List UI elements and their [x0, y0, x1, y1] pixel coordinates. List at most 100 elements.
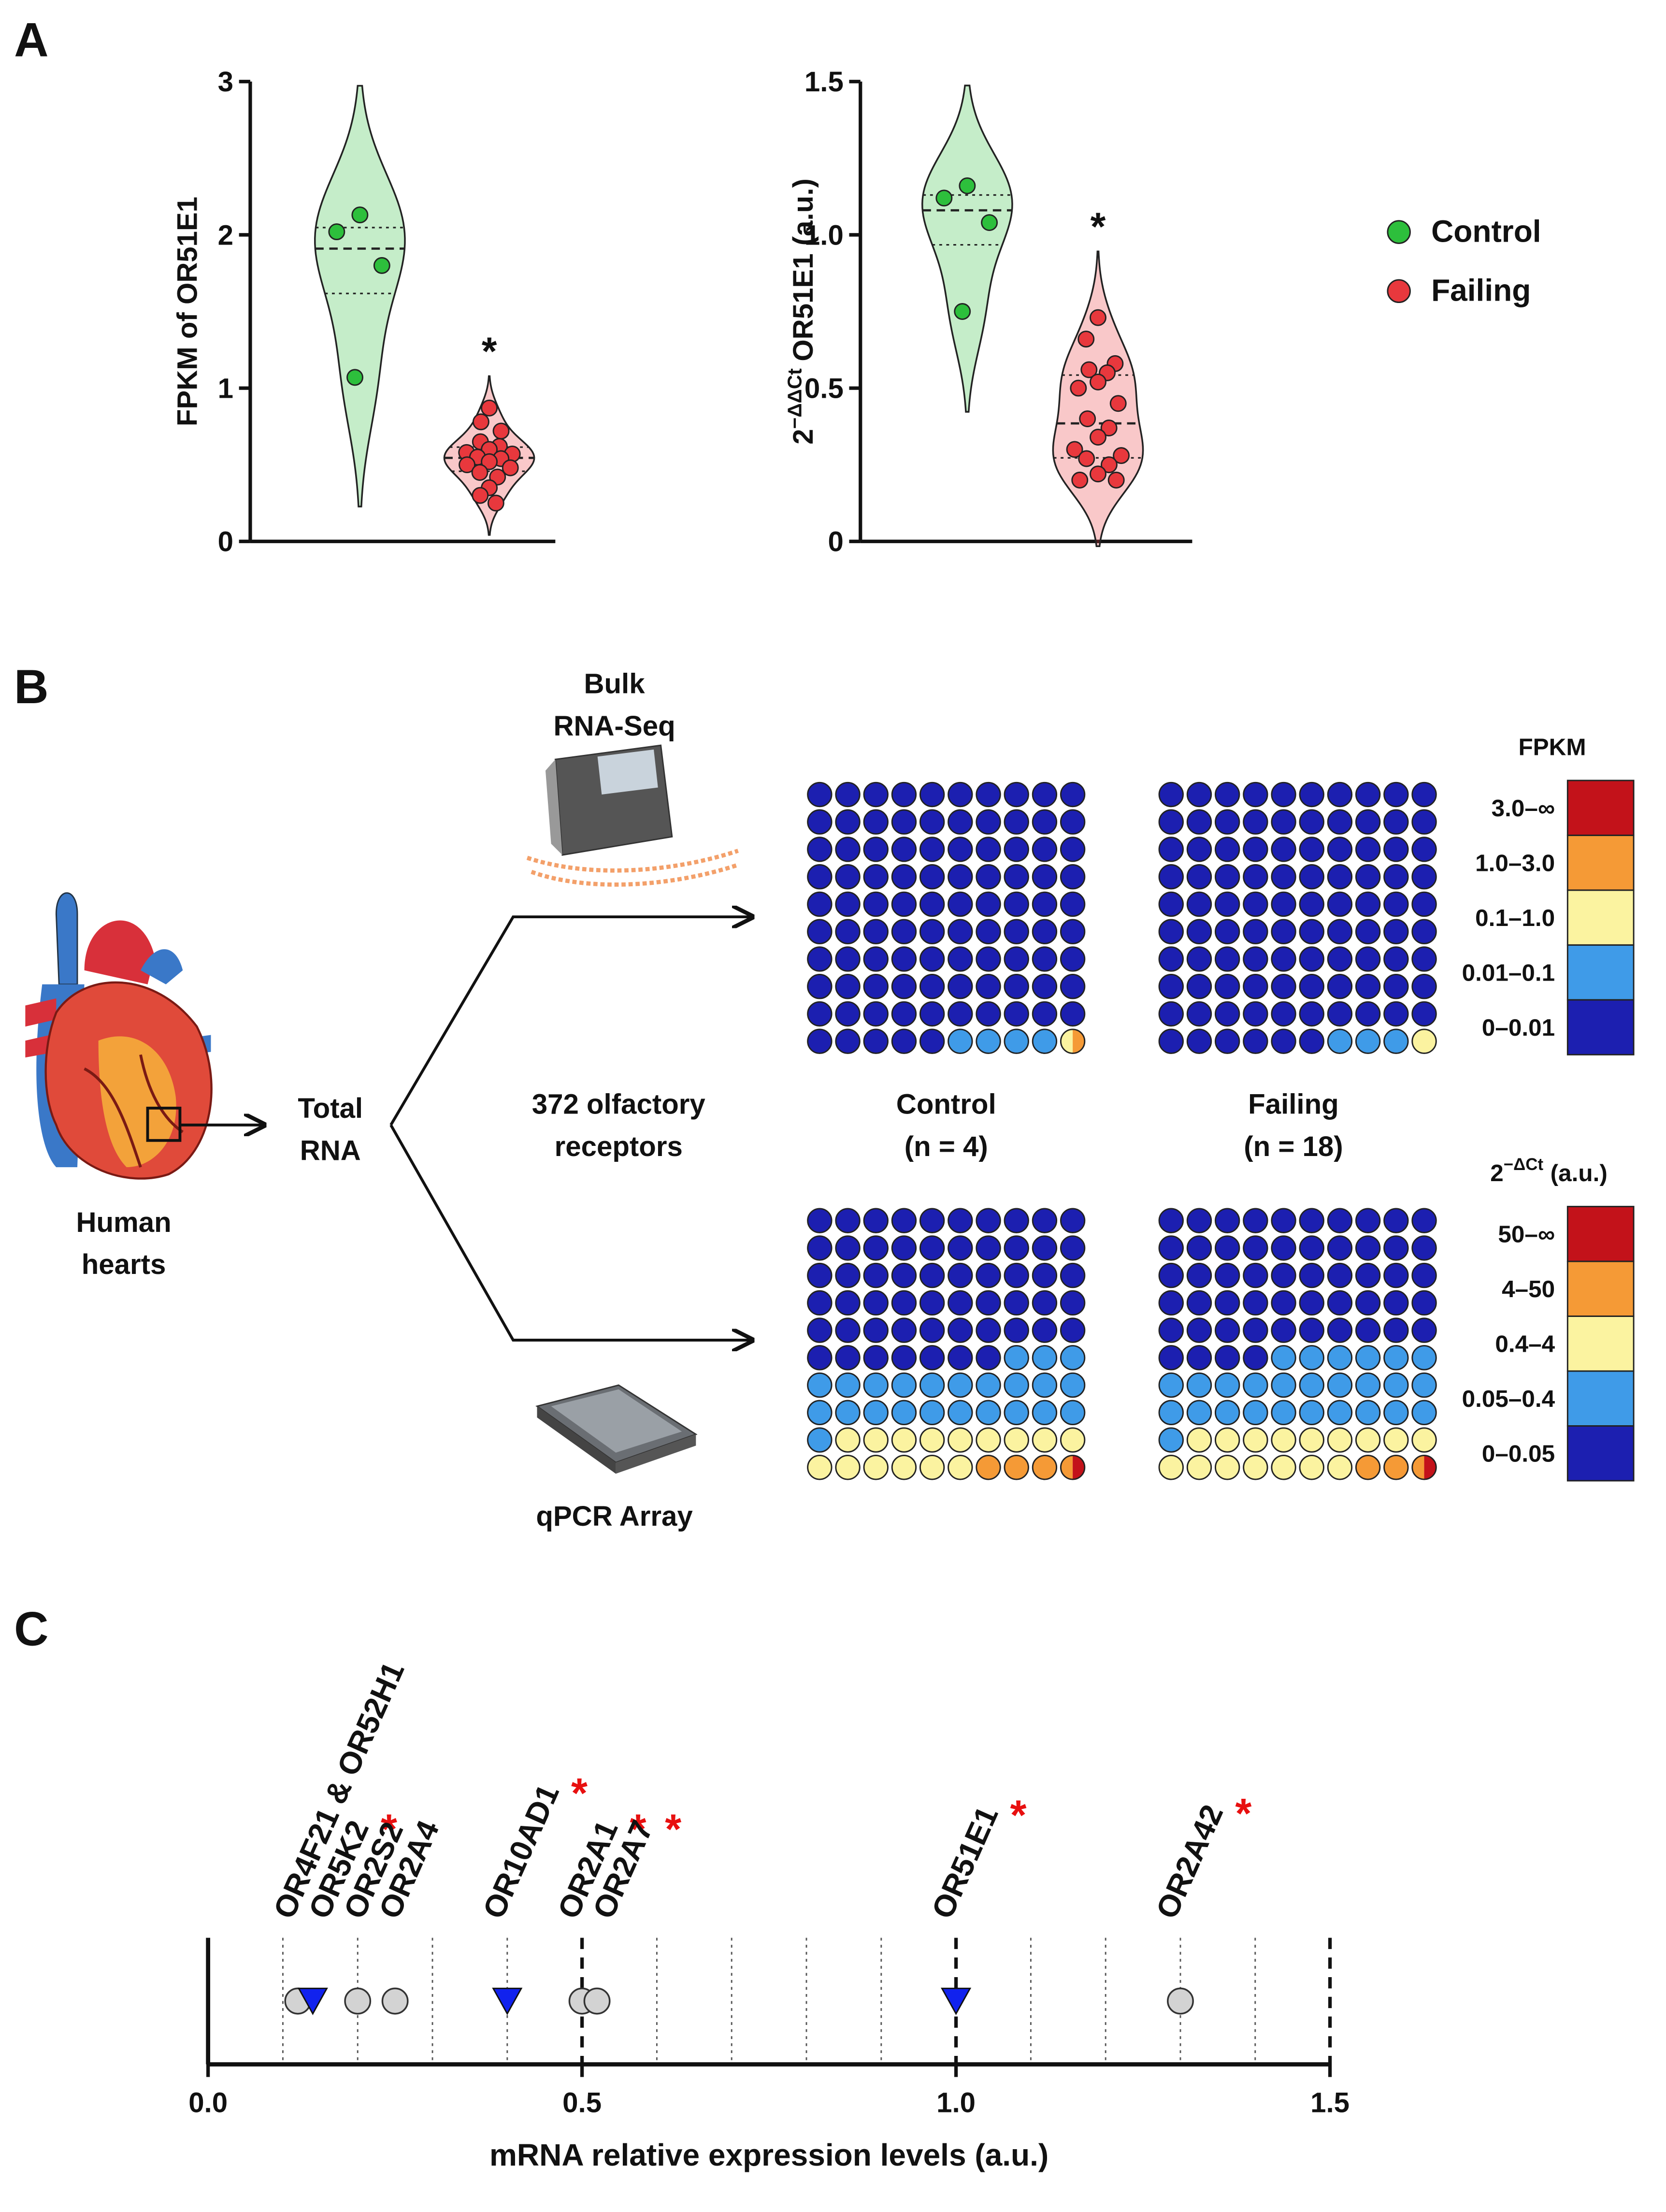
grid-dot: [1186, 1455, 1212, 1480]
grid-dot: [919, 1208, 945, 1233]
significance-star: *: [571, 1770, 588, 1817]
group-name: Failing: [1248, 1089, 1339, 1120]
grid-dot: [1299, 1317, 1324, 1343]
grid-dot: [1327, 781, 1353, 808]
data-point: [1090, 309, 1106, 326]
grid-dot: [919, 1345, 945, 1371]
grid-dot: [1158, 1455, 1184, 1480]
grid-dot: [1299, 837, 1324, 862]
grid-dot: [835, 809, 861, 835]
grid-dot: [1271, 781, 1296, 808]
diagram-label: hearts: [82, 1249, 166, 1280]
data-point: [472, 487, 489, 504]
diagram-label: 372 olfactory: [532, 1089, 706, 1120]
grid-dot: [976, 1317, 1001, 1343]
grid-dot: [1411, 809, 1437, 835]
triangle-marker: [297, 1987, 328, 2015]
grid-dot: [1299, 1455, 1324, 1480]
data-point: [471, 464, 488, 481]
grid-dot: [1032, 891, 1058, 917]
grid-dot: [1271, 864, 1296, 890]
grid-dot: [1327, 1235, 1353, 1261]
data-point: [1109, 395, 1127, 412]
grid-dot: [807, 891, 833, 917]
grid-dot: [919, 1372, 945, 1398]
grid-dot: [891, 1455, 917, 1480]
grid-dot: [1004, 1001, 1029, 1027]
legend-label: Control: [1431, 214, 1541, 248]
grid-dot: [1327, 837, 1353, 862]
grid-dot: [807, 919, 833, 944]
grid-dot: [1032, 1290, 1058, 1316]
y-tick-label: 3: [218, 66, 233, 98]
grid-dot: [1411, 973, 1437, 999]
grid-dot: [1243, 1208, 1268, 1233]
grid-dot: [1186, 1427, 1212, 1453]
grid-dot: [1299, 1427, 1324, 1453]
grid-dot: [1355, 1001, 1381, 1027]
grid-dot: [1243, 1372, 1268, 1398]
grid-dot: [1355, 1427, 1381, 1453]
grid-dot: [1060, 837, 1086, 862]
grid-dot: [1243, 809, 1268, 835]
significance-star: *: [1010, 1792, 1027, 1838]
grid-dot: [1243, 1235, 1268, 1261]
grid-dot-half: [1412, 1455, 1424, 1480]
grid-dot: [1158, 1290, 1184, 1316]
grid-dot: [891, 1290, 917, 1316]
grid-dot: [1327, 1455, 1353, 1480]
gene-label: OR51E1: [925, 1801, 1005, 1924]
grid-dot: [948, 809, 973, 835]
grid-dot: [1186, 1262, 1212, 1288]
grid-dot: [1060, 1400, 1086, 1426]
grid-dot: [891, 1028, 917, 1054]
grid-dot: [1383, 1345, 1409, 1371]
grid-dot: [1214, 1028, 1240, 1054]
grid-dot: [1243, 1455, 1268, 1480]
legend-label: 0–0.01: [1482, 1014, 1555, 1041]
grid-dot: [1004, 864, 1029, 890]
data-point: [481, 453, 498, 470]
grid-dot: [891, 891, 917, 917]
grid-dot: [1158, 891, 1184, 917]
grid-dot: [1158, 1400, 1184, 1426]
grid-dot: [919, 1262, 945, 1288]
grid-dot: [919, 973, 945, 999]
grid-dot: [1032, 1345, 1058, 1371]
grid-dot: [1004, 1372, 1029, 1398]
grid-dot: [1186, 1235, 1212, 1261]
grid-dot: [1327, 864, 1353, 890]
grid-dot: [976, 837, 1001, 862]
grid-dot: [919, 1001, 945, 1027]
grid-dot: [1299, 1345, 1324, 1371]
violin: [1052, 250, 1144, 548]
grid-dot: [1383, 1372, 1409, 1398]
grid-dot: [919, 1455, 945, 1480]
label-text: OR51E1 (a.u.): [788, 178, 819, 361]
grid-dot: [1411, 1001, 1437, 1027]
grid-dot: [1299, 1262, 1324, 1288]
grid-dot: [1271, 946, 1296, 972]
grid-dot: [1383, 1400, 1409, 1426]
grid-dot: [1214, 1455, 1240, 1480]
grid-dot: [1411, 864, 1437, 890]
grid-dot: [1411, 946, 1437, 972]
grid-dot: [863, 946, 889, 972]
grid-dot: [1186, 973, 1212, 999]
group-name: Control: [896, 1089, 996, 1120]
grid-dot: [807, 1372, 833, 1398]
grid-dot: [1327, 809, 1353, 835]
group-n: (n = 18): [1244, 1131, 1343, 1162]
data-point: [935, 189, 953, 207]
legend-marker: [1387, 279, 1411, 304]
grid-dot: [807, 1262, 833, 1288]
y-tick-label: 1: [218, 373, 233, 404]
grid-dot: [1158, 1345, 1184, 1371]
grid-dot: [1355, 1290, 1381, 1316]
grid-dot: [863, 919, 889, 944]
grid-dot: [1271, 919, 1296, 944]
grid-dot: [1032, 919, 1058, 944]
grid-dot: [863, 781, 889, 808]
legend-label: 4–50: [1502, 1276, 1555, 1302]
grid-dot: [1214, 837, 1240, 862]
